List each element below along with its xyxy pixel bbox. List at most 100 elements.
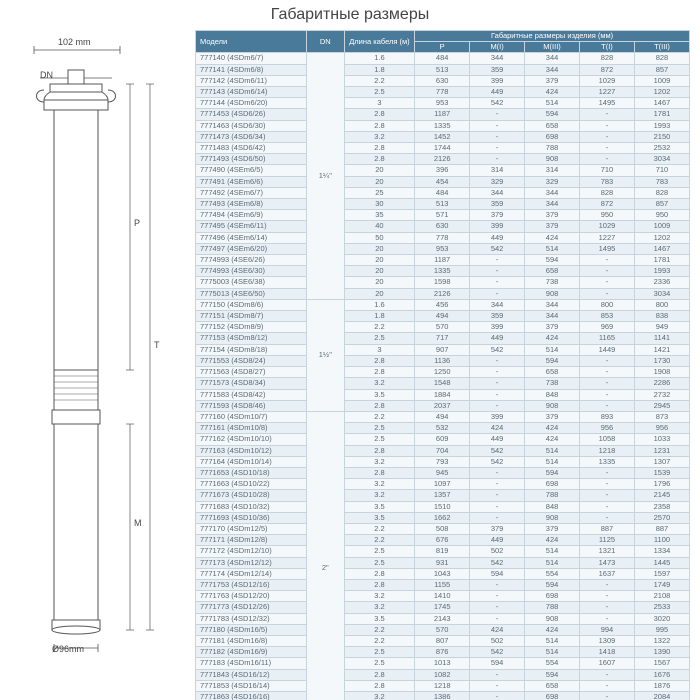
table-row: 777150 (4SDm8/6)1½"1.6456344344800800 xyxy=(196,299,690,310)
cell-t3: 1749 xyxy=(634,579,689,590)
cell-m3: 424 xyxy=(525,87,580,98)
table-row: 7771453 (4SD6/26)2.81187-594-1781 xyxy=(196,109,690,120)
cell-t1: 1637 xyxy=(580,568,635,579)
cell-m1: 449 xyxy=(470,535,525,546)
page-title: Габаритные размеры xyxy=(0,6,700,24)
cell-cable: 40 xyxy=(344,221,415,232)
table-row: 777140 (4SDm6/7)1¼"1.6484344344828828 xyxy=(196,53,690,64)
cell-model: 7771663 (4SD10/22) xyxy=(196,479,307,490)
cell-cable: 2.5 xyxy=(344,658,415,669)
cell-cable: 2.2 xyxy=(344,635,415,646)
cell-t1: 1125 xyxy=(580,535,635,546)
cell-t3: 2084 xyxy=(634,691,689,700)
cell-m1: 379 xyxy=(470,210,525,221)
table-row: 777172 (4SDm12/10)2.581950251413211334 xyxy=(196,546,690,557)
cell-cable: 2.8 xyxy=(344,109,415,120)
cell-t3: 995 xyxy=(634,624,689,635)
cell-p: 513 xyxy=(415,199,470,210)
cell-t1: - xyxy=(580,467,635,478)
cell-cable: 2.8 xyxy=(344,143,415,154)
cell-t3: 3034 xyxy=(634,288,689,299)
cell-m1: 542 xyxy=(470,456,525,467)
cell-t1: - xyxy=(580,501,635,512)
cell-t3: 1730 xyxy=(634,355,689,366)
cell-p: 1410 xyxy=(415,591,470,602)
cell-model: 7771753 (4SD12/16) xyxy=(196,579,307,590)
cell-cable: 20 xyxy=(344,255,415,266)
cell-p: 945 xyxy=(415,467,470,478)
cell-cable: 2.5 xyxy=(344,434,415,445)
table-row: 777171 (4SDm12/8)2.267644942411251100 xyxy=(196,535,690,546)
th-cable: Длина кабеля (м) xyxy=(344,31,415,53)
cell-t1: 1309 xyxy=(580,635,635,646)
cell-m1: - xyxy=(470,501,525,512)
table-row: 7771753 (4SD12/16)2.81155-594-1749 xyxy=(196,579,690,590)
cell-m1: 542 xyxy=(470,557,525,568)
dim-DN: DN xyxy=(40,70,53,80)
cell-p: 1187 xyxy=(415,255,470,266)
cell-t1: 887 xyxy=(580,523,635,534)
cell-model: 7771693 (4SD10/36) xyxy=(196,512,307,523)
cell-t1: - xyxy=(580,355,635,366)
dim-diameter: Ø96mm xyxy=(52,644,84,654)
table-row: 7771593 (4SD8/46)2.82037-908-2945 xyxy=(196,400,690,411)
cell-t3: 838 xyxy=(634,311,689,322)
table-row: 7771483 (4SD6/42)2.81744-788-2532 xyxy=(196,143,690,154)
cell-model: 777162 (4SDm10/10) xyxy=(196,434,307,445)
cell-cable: 2.2 xyxy=(344,322,415,333)
cell-t3: 1597 xyxy=(634,568,689,579)
cell-p: 807 xyxy=(415,635,470,646)
cell-t1: 1335 xyxy=(580,456,635,467)
cell-model: 7771483 (4SD6/42) xyxy=(196,143,307,154)
table-row: 777493 (4SEm6/8)30513359344872857 xyxy=(196,199,690,210)
cell-t1: 710 xyxy=(580,165,635,176)
table-row: 777143 (4SDm6/14)2.577844942412271202 xyxy=(196,87,690,98)
cell-m1: 379 xyxy=(470,523,525,534)
table-row: 777161 (4SDm10/8)2.5532424424956956 xyxy=(196,423,690,434)
cell-p: 454 xyxy=(415,176,470,187)
cell-m3: 594 xyxy=(525,355,580,366)
cell-cable: 3 xyxy=(344,344,415,355)
cell-cable: 20 xyxy=(344,266,415,277)
table-row: 777154 (4SDm8/18)390754251414491421 xyxy=(196,344,690,355)
cell-t3: 1307 xyxy=(634,456,689,467)
cell-m1: 399 xyxy=(470,75,525,86)
cell-m3: 908 xyxy=(525,400,580,411)
table-row: 7771863 (4SD16/16)3.21386-698-2084 xyxy=(196,691,690,700)
cell-t3: 1467 xyxy=(634,243,689,254)
cell-m3: 379 xyxy=(525,411,580,422)
cell-t1: 800 xyxy=(580,299,635,310)
cell-p: 953 xyxy=(415,243,470,254)
cell-cable: 3.2 xyxy=(344,479,415,490)
table-row: 777163 (4SDm10/12)2.870454251412181231 xyxy=(196,445,690,456)
table-row: 7771673 (4SD10/28)3.21357-788-2145 xyxy=(196,490,690,501)
cell-cable: 2.8 xyxy=(344,680,415,691)
cell-t3: 1231 xyxy=(634,445,689,456)
cell-t1: 828 xyxy=(580,187,635,198)
cell-t3: 857 xyxy=(634,199,689,210)
cell-m3: 514 xyxy=(525,445,580,456)
cell-t3: 1202 xyxy=(634,232,689,243)
cell-m3: 908 xyxy=(525,613,580,624)
cell-model: 777497 (4SEm6/20) xyxy=(196,243,307,254)
cell-model: 7771563 (4SD8/27) xyxy=(196,367,307,378)
cell-m3: 514 xyxy=(525,635,580,646)
cell-cable: 2.8 xyxy=(344,568,415,579)
table-row: 777181 (4SDm16/8)2.280750251413091322 xyxy=(196,635,690,646)
cell-m3: 554 xyxy=(525,568,580,579)
cell-model: 777161 (4SDm10/8) xyxy=(196,423,307,434)
cell-cable: 3.5 xyxy=(344,613,415,624)
cell-p: 1097 xyxy=(415,479,470,490)
cell-t1: 969 xyxy=(580,322,635,333)
cell-p: 704 xyxy=(415,445,470,456)
cell-t3: 2150 xyxy=(634,131,689,142)
cell-cable: 2.2 xyxy=(344,523,415,534)
cell-t3: 783 xyxy=(634,176,689,187)
cell-model: 777494 (4SEm6/9) xyxy=(196,210,307,221)
cell-p: 717 xyxy=(415,333,470,344)
cell-m1: - xyxy=(470,691,525,700)
cell-model: 777180 (4SDm16/5) xyxy=(196,624,307,635)
cell-t1: - xyxy=(580,109,635,120)
cell-m3: 344 xyxy=(525,311,580,322)
cell-p: 676 xyxy=(415,535,470,546)
